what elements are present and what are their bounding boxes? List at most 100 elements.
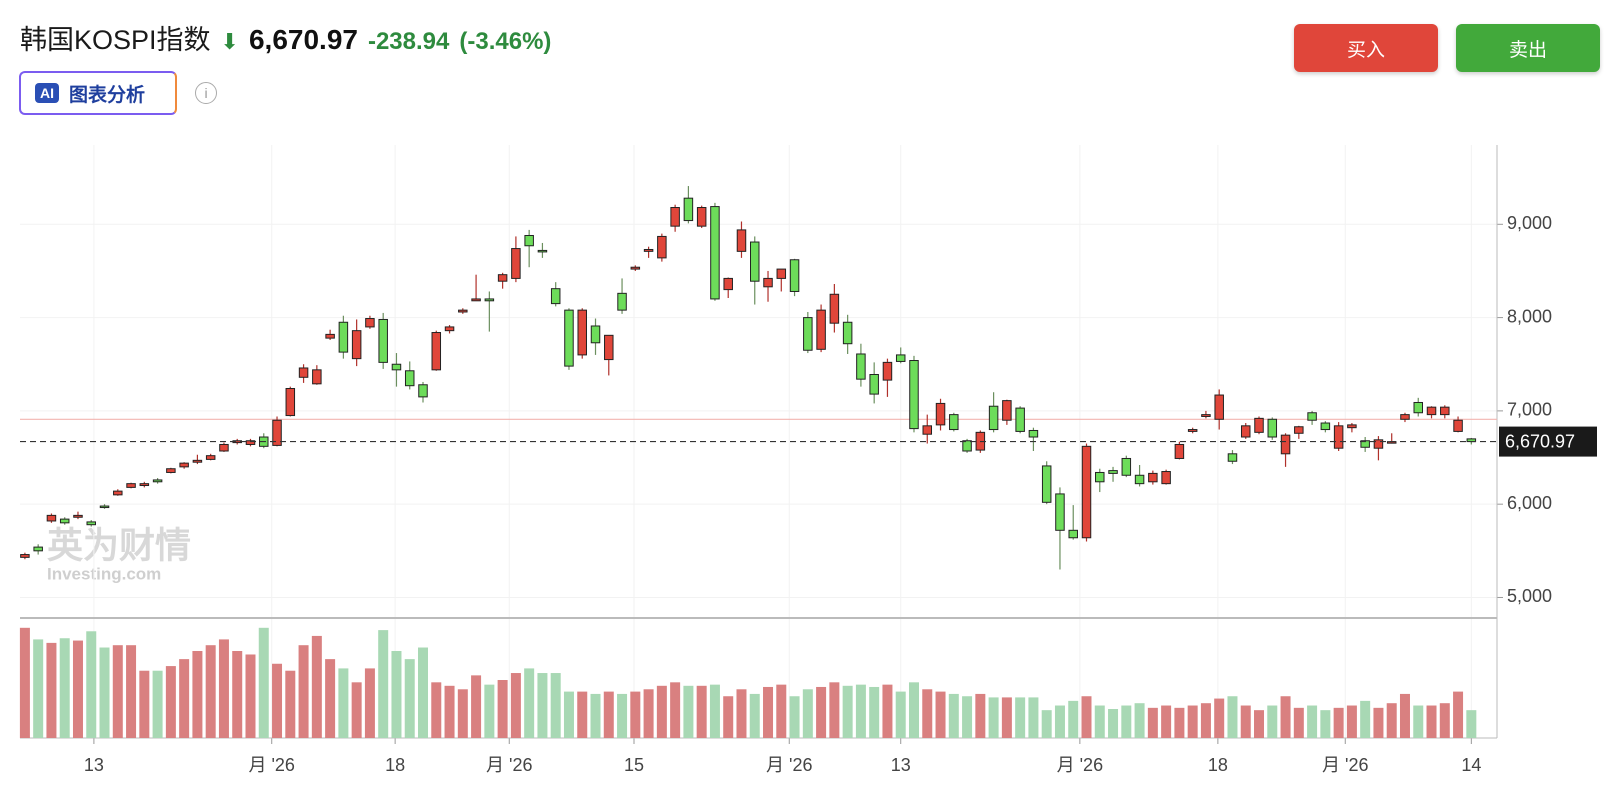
volume-bar	[1187, 705, 1198, 738]
volume-bar	[351, 682, 362, 738]
candle-body	[1041, 465, 1052, 503]
candle-body	[630, 266, 641, 270]
candle-body	[126, 483, 136, 488]
volume-bar	[1346, 705, 1357, 738]
volume-bar	[112, 645, 123, 738]
volume-bar	[165, 666, 176, 738]
volume-bar	[537, 673, 548, 738]
volume-bar	[816, 686, 827, 738]
candle-body	[1294, 426, 1304, 434]
volume-bar	[497, 680, 508, 738]
candle-body	[166, 468, 176, 473]
candle-body	[803, 317, 813, 351]
volume-bar	[179, 659, 190, 738]
volume-bar	[99, 647, 110, 738]
candle-body	[1214, 394, 1224, 420]
ai-icon: AI	[35, 83, 59, 103]
volume-bar	[46, 642, 57, 738]
volume-bar	[338, 668, 349, 738]
candle-body	[842, 321, 853, 345]
candle-body	[1174, 443, 1185, 459]
volume-bar	[1174, 707, 1185, 738]
volume-bar	[696, 685, 707, 738]
ai-text: 图表分析	[69, 84, 146, 106]
candle-body	[949, 414, 959, 431]
candle-body	[1440, 406, 1450, 416]
volume-bar	[723, 696, 734, 738]
candle-body	[550, 288, 561, 305]
candle-body	[484, 298, 495, 302]
watermark-sub: Investing.com	[47, 564, 161, 583]
volume-bar	[736, 689, 747, 738]
candle-body	[444, 326, 455, 332]
volume-bar	[1015, 697, 1026, 738]
volume-bar	[86, 631, 97, 738]
candle-body	[418, 384, 428, 398]
candle-body	[219, 443, 229, 452]
candle-body	[524, 234, 534, 247]
candle-body	[73, 514, 83, 518]
candle-body	[1333, 425, 1344, 449]
candle-body	[1426, 406, 1437, 416]
ai-analysis-button[interactable]: AI 图表分析	[19, 71, 177, 115]
candle-body	[670, 207, 680, 227]
buy-button[interactable]: 买入	[1294, 24, 1438, 72]
change: -238.94	[367, 28, 450, 55]
candle-body	[1400, 414, 1410, 420]
candle-body	[789, 259, 800, 292]
y-tick-label: 8,000	[1507, 306, 1552, 326]
volume-bar	[1373, 707, 1384, 738]
candle-body	[179, 462, 189, 468]
candle-body	[829, 293, 840, 324]
candle-body	[1280, 434, 1291, 455]
candle-body	[59, 518, 70, 524]
volume-bar	[1121, 705, 1132, 738]
volume-bar	[1028, 697, 1039, 738]
candle-body	[696, 207, 707, 227]
y-tick-label: 6,000	[1507, 493, 1552, 513]
last-price-box	[1499, 426, 1597, 457]
volume-bar	[272, 663, 283, 738]
x-tick-label: 13	[891, 755, 911, 775]
volume-bar	[1360, 700, 1371, 738]
candle-body	[298, 367, 309, 378]
candle-body	[564, 309, 574, 367]
volume-bar	[391, 651, 402, 738]
x-tick-label: 18	[385, 755, 405, 775]
x-tick-label: 月 '26	[1322, 755, 1368, 775]
candle-body	[776, 268, 787, 279]
volume-bar	[577, 691, 588, 738]
volume-bar	[603, 691, 614, 738]
x-tick-label: 13	[84, 755, 104, 775]
price: 6,670.97	[248, 24, 358, 55]
candle-body	[683, 197, 694, 222]
volume-bar	[1413, 705, 1424, 738]
candle-body	[99, 505, 110, 509]
candle-body	[988, 405, 999, 431]
volume-bar	[617, 693, 628, 738]
x-tick-label: 月 '26	[1057, 755, 1103, 775]
candle-body	[152, 479, 163, 483]
candle-body	[351, 330, 362, 360]
volume-bar	[763, 686, 774, 738]
x-tick-label: 月 '26	[766, 755, 812, 775]
volume-bar	[948, 693, 959, 738]
candle-body	[1227, 453, 1238, 462]
volume-bar	[1293, 707, 1304, 738]
candle-body	[113, 490, 123, 496]
candle-body	[1002, 400, 1012, 421]
candle-body	[1347, 424, 1357, 429]
volume-bar	[1267, 705, 1278, 738]
volume-bar	[670, 682, 681, 738]
candle-body	[46, 514, 57, 522]
volume-bar	[325, 659, 336, 738]
candle-body	[1320, 422, 1331, 431]
volume-bar	[1094, 705, 1105, 738]
volume-bar	[1161, 705, 1172, 738]
candle-body	[1240, 425, 1251, 438]
info-icon[interactable]: i	[195, 82, 217, 104]
candle-body	[962, 440, 972, 452]
candle-body	[365, 318, 375, 328]
volume-bar	[630, 691, 641, 738]
sell-button[interactable]: 卖出	[1456, 24, 1600, 72]
